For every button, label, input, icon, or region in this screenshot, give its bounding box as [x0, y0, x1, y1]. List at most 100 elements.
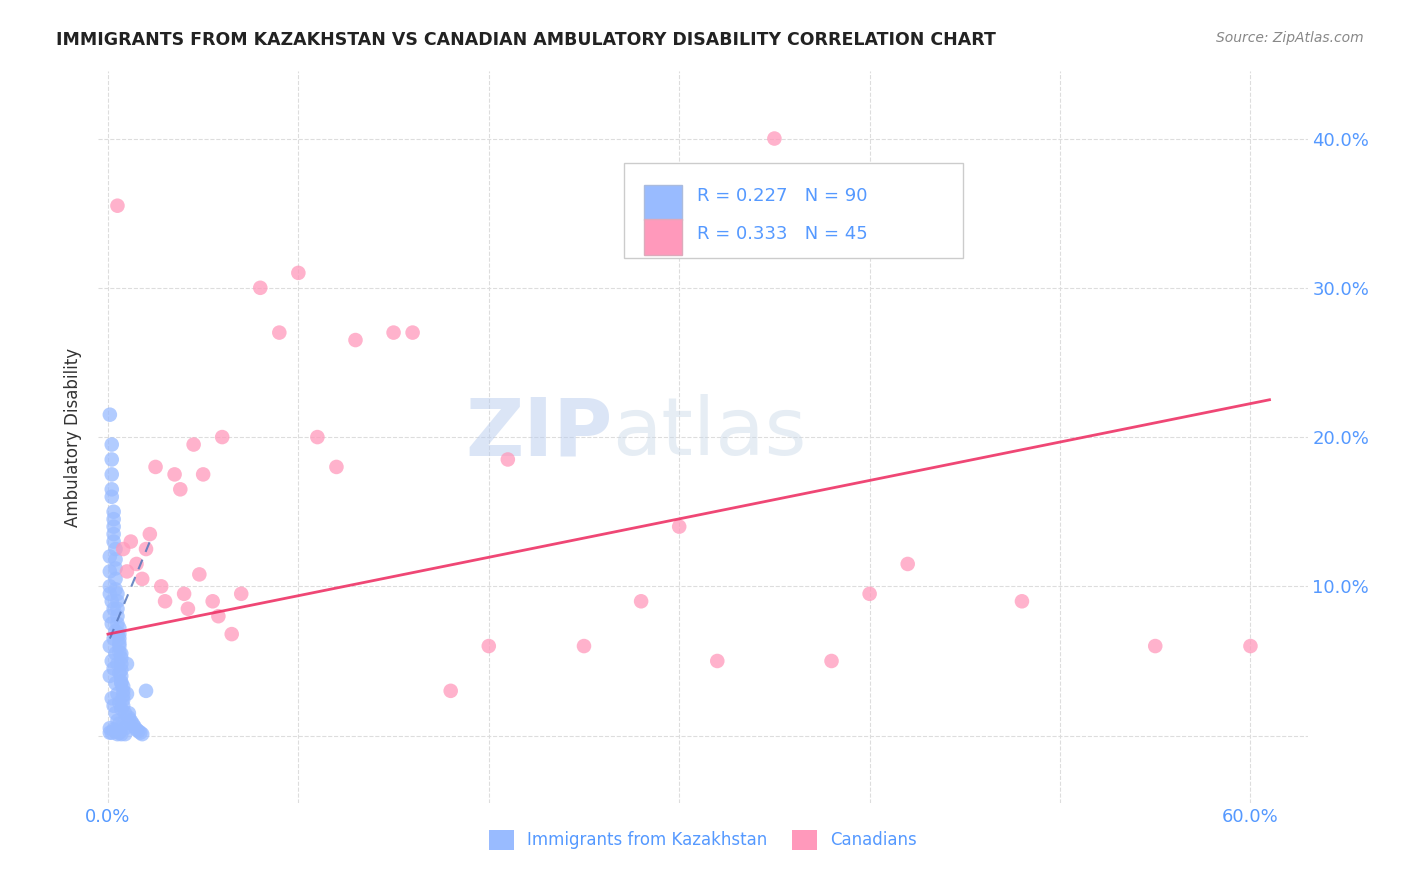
- Point: [496, 452, 519, 467]
- Point: [108, 725, 131, 739]
- Point: [98, 721, 121, 735]
- Point: [115, 565, 138, 579]
- Point: [1011, 594, 1033, 608]
- Point: [110, 727, 132, 741]
- Point: [207, 609, 229, 624]
- Y-axis label: Ambulatory Disability: Ambulatory Disability: [65, 348, 83, 526]
- Point: [307, 430, 329, 444]
- Point: [98, 587, 121, 601]
- Point: [114, 706, 136, 721]
- Point: [440, 683, 463, 698]
- FancyBboxPatch shape: [624, 163, 963, 258]
- Point: [211, 430, 233, 444]
- Point: [897, 557, 920, 571]
- Point: [859, 587, 882, 601]
- Point: [120, 534, 142, 549]
- Point: [104, 552, 127, 566]
- Point: [107, 594, 129, 608]
- Point: [114, 727, 136, 741]
- Point: [103, 534, 125, 549]
- Point: [163, 467, 186, 482]
- Point: [129, 725, 152, 739]
- Point: [344, 333, 367, 347]
- Point: [169, 483, 191, 497]
- Point: [177, 601, 200, 615]
- Point: [183, 437, 205, 451]
- Point: [100, 467, 122, 482]
- Point: [103, 601, 125, 615]
- Point: [100, 654, 122, 668]
- Point: [1144, 639, 1167, 653]
- Point: [120, 714, 142, 728]
- Point: [103, 661, 125, 675]
- Point: [110, 647, 132, 661]
- Point: [98, 579, 121, 593]
- Point: [108, 632, 131, 646]
- Point: [108, 639, 131, 653]
- Point: [287, 266, 309, 280]
- Point: [107, 657, 129, 671]
- Point: [201, 594, 224, 608]
- Point: [107, 687, 129, 701]
- Point: [325, 459, 347, 474]
- Point: [98, 725, 121, 739]
- Text: Source: ZipAtlas.com: Source: ZipAtlas.com: [1216, 31, 1364, 45]
- Point: [118, 706, 141, 721]
- Point: [108, 645, 131, 659]
- Point: [108, 621, 131, 635]
- Point: [104, 542, 127, 557]
- Point: [104, 572, 127, 586]
- Point: [104, 647, 127, 661]
- Text: R = 0.227   N = 90: R = 0.227 N = 90: [697, 187, 868, 205]
- Point: [103, 527, 125, 541]
- Point: [820, 654, 842, 668]
- Point: [668, 519, 690, 533]
- Point: [103, 723, 125, 737]
- Point: [108, 636, 131, 650]
- Point: [107, 616, 129, 631]
- Point: [114, 721, 136, 735]
- Point: [135, 683, 157, 698]
- Point: [103, 505, 125, 519]
- Text: IMMIGRANTS FROM KAZAKHSTAN VS CANADIAN AMBULATORY DISABILITY CORRELATION CHART: IMMIGRANTS FROM KAZAKHSTAN VS CANADIAN A…: [56, 31, 995, 49]
- Point: [118, 711, 141, 725]
- Legend: Immigrants from Kazakhstan, Canadians: Immigrants from Kazakhstan, Canadians: [482, 823, 924, 856]
- Text: ZIP: ZIP: [465, 394, 613, 473]
- Point: [107, 609, 129, 624]
- Point: [104, 724, 127, 739]
- Point: [382, 326, 405, 340]
- Point: [145, 459, 167, 474]
- Point: [103, 698, 125, 713]
- Point: [107, 714, 129, 728]
- Point: [139, 527, 162, 541]
- Point: [112, 698, 135, 713]
- Point: [110, 669, 132, 683]
- Point: [188, 567, 211, 582]
- Point: [104, 706, 127, 721]
- FancyBboxPatch shape: [644, 219, 682, 254]
- Point: [121, 716, 143, 731]
- Point: [221, 627, 243, 641]
- Point: [100, 437, 122, 451]
- Point: [98, 639, 121, 653]
- Point: [269, 326, 291, 340]
- Point: [107, 601, 129, 615]
- Point: [110, 720, 132, 734]
- Point: [231, 587, 253, 601]
- Point: [478, 639, 501, 653]
- Point: [103, 632, 125, 646]
- Point: [131, 572, 153, 586]
- Point: [115, 657, 138, 671]
- Point: [107, 627, 129, 641]
- Point: [107, 587, 129, 601]
- Point: [110, 651, 132, 665]
- Point: [150, 579, 173, 593]
- Point: [110, 674, 132, 689]
- Point: [98, 549, 121, 564]
- Point: [115, 687, 138, 701]
- Point: [100, 616, 122, 631]
- Point: [108, 696, 131, 710]
- Point: [401, 326, 423, 340]
- Point: [153, 594, 176, 608]
- Point: [104, 582, 127, 597]
